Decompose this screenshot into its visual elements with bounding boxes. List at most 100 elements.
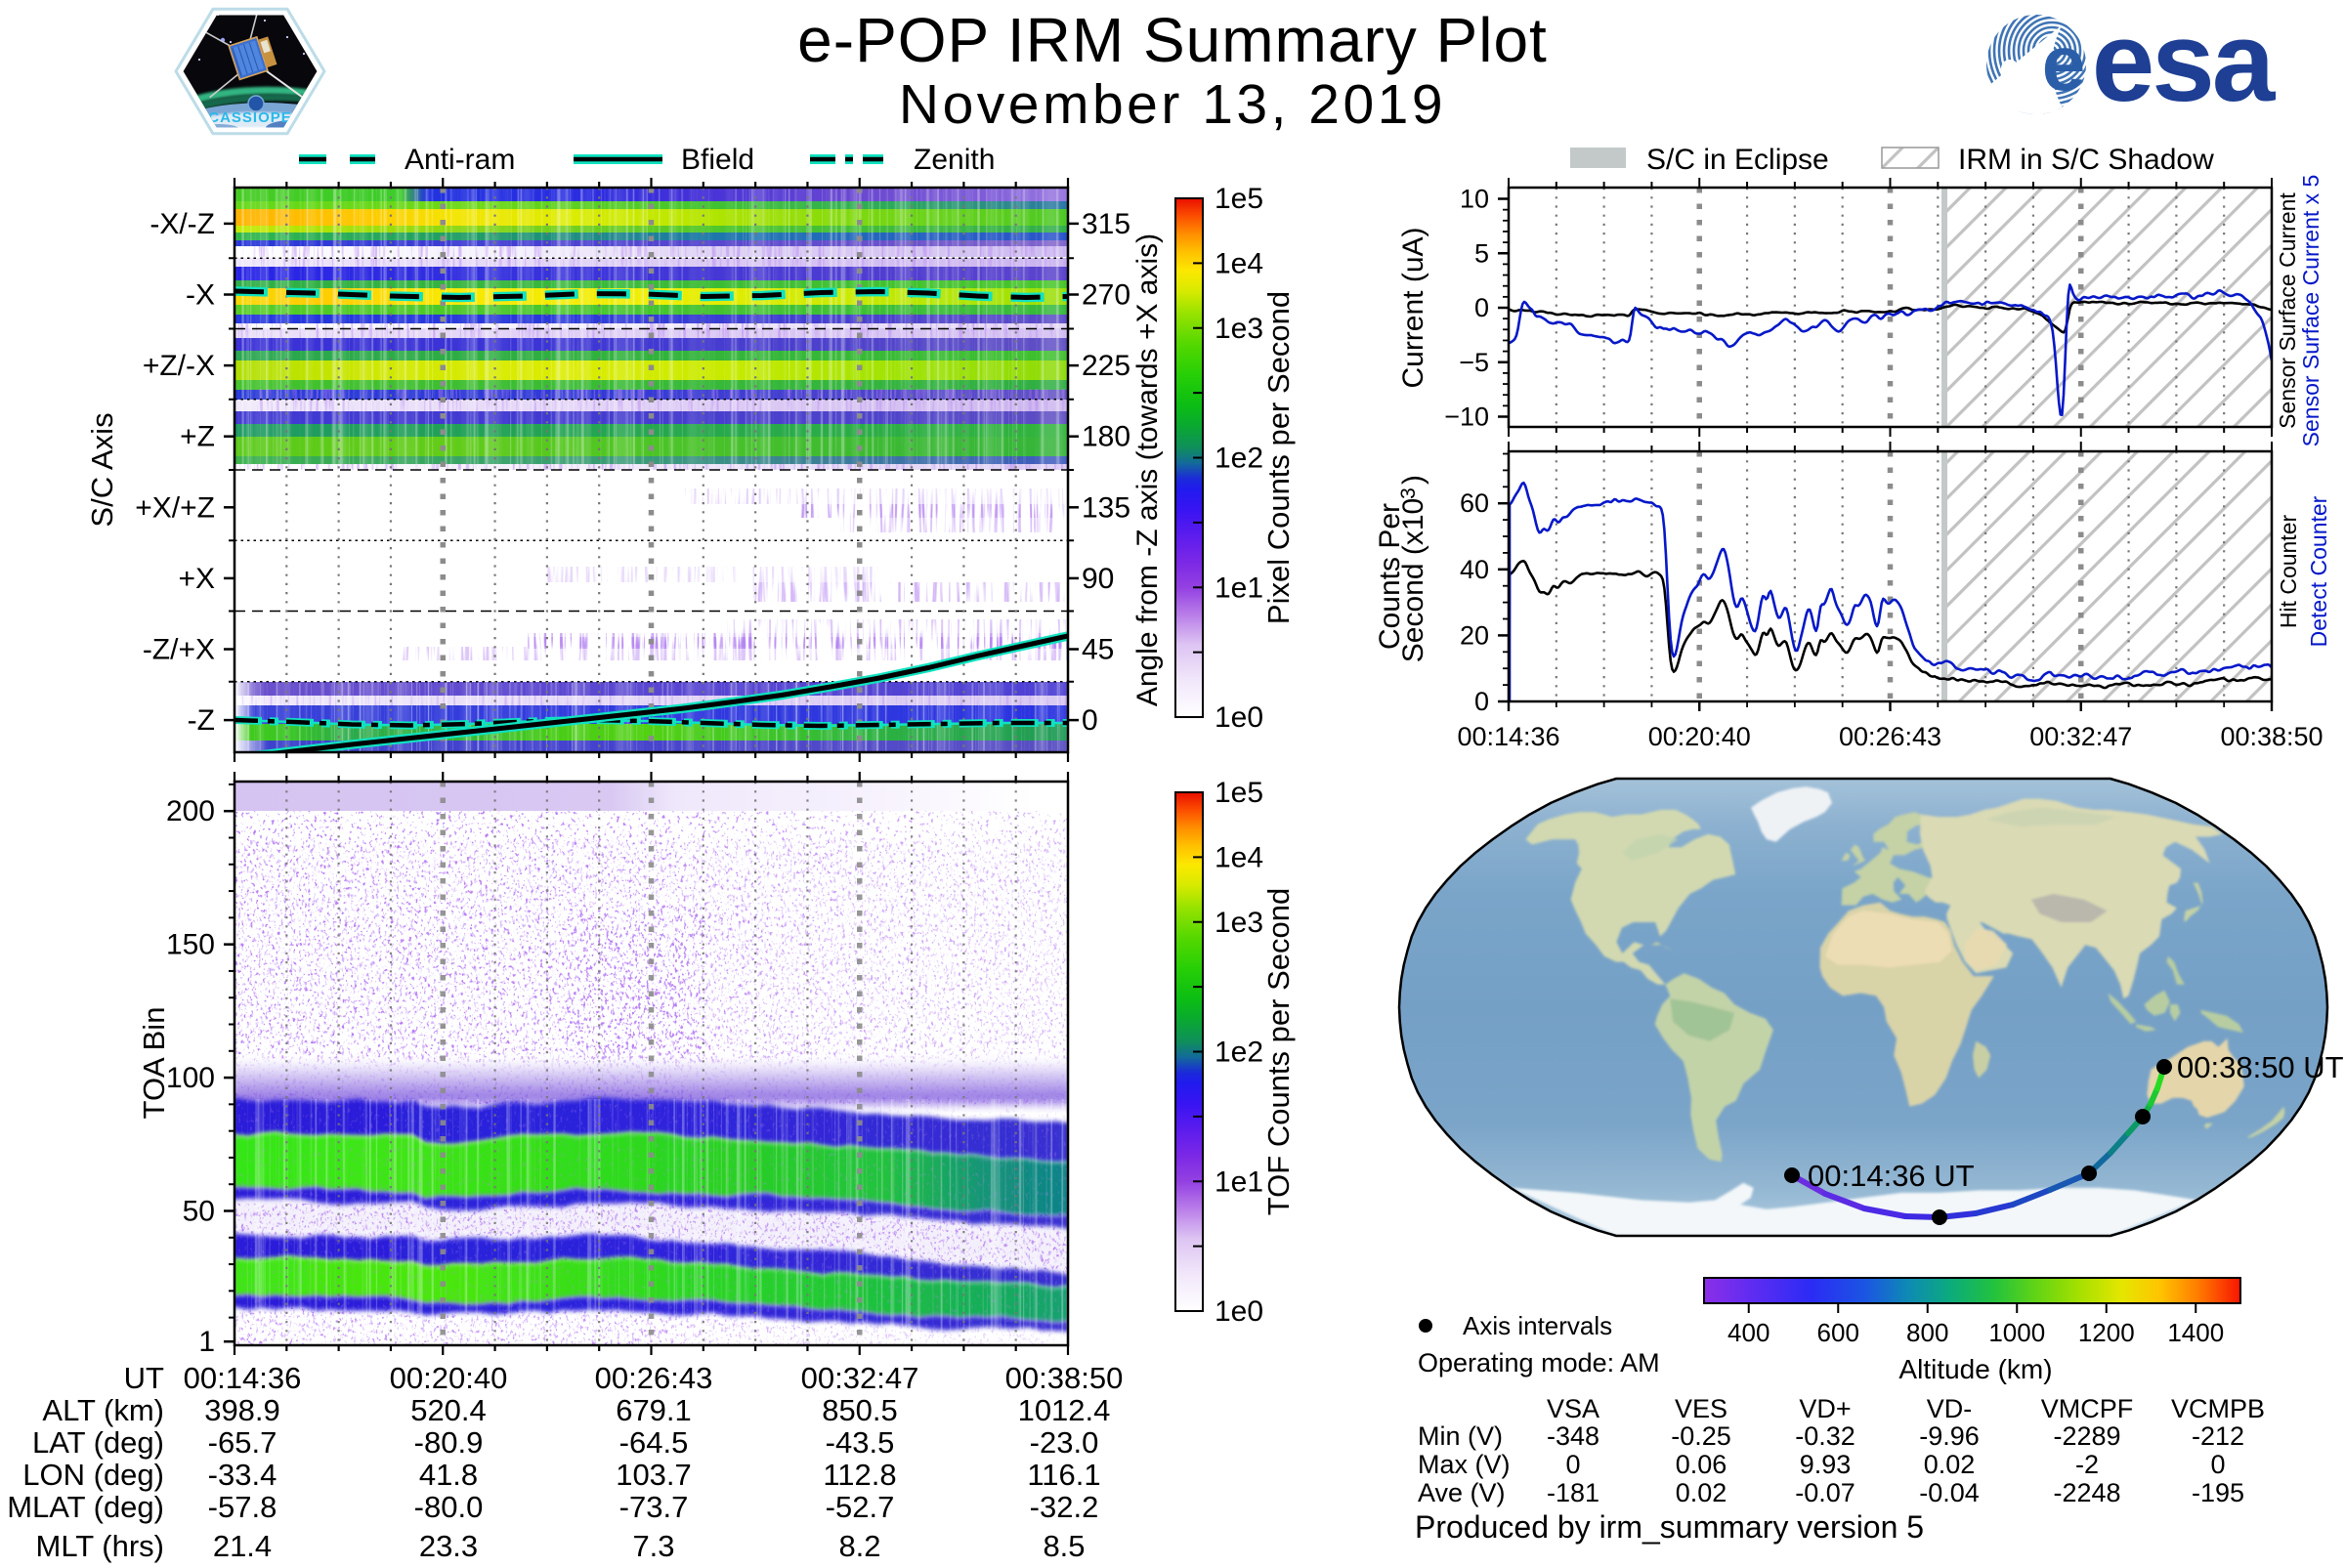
svg-text:180: 180 xyxy=(1082,421,1130,453)
svg-text:1e4: 1e4 xyxy=(1215,841,1263,873)
svg-text:135: 135 xyxy=(1082,491,1130,524)
svg-text:+X: +X xyxy=(178,563,215,595)
svg-text:45: 45 xyxy=(1082,634,1114,666)
svg-text:VD-: VD- xyxy=(1927,1394,1973,1423)
svg-text:398.9: 398.9 xyxy=(204,1393,280,1427)
svg-text:225: 225 xyxy=(1082,350,1130,382)
svg-text:1: 1 xyxy=(198,1326,215,1358)
svg-text:1e4: 1e4 xyxy=(1215,247,1263,279)
svg-text:8.2: 8.2 xyxy=(838,1529,880,1563)
svg-text:40: 40 xyxy=(1460,555,1489,584)
svg-text:8.5: 8.5 xyxy=(1043,1529,1085,1563)
svg-text:21.4: 21.4 xyxy=(213,1529,272,1563)
svg-text:-73.7: -73.7 xyxy=(619,1490,689,1524)
svg-text:00:38:50 UT: 00:38:50 UT xyxy=(2177,1050,2344,1084)
svg-text:-0.32: -0.32 xyxy=(1795,1421,1855,1451)
svg-text:1200: 1200 xyxy=(2078,1318,2135,1347)
svg-text:November 13, 2019: November 13, 2019 xyxy=(899,73,1446,136)
svg-text:Ave (V): Ave (V) xyxy=(1418,1478,1506,1507)
svg-text:-32.2: -32.2 xyxy=(1030,1490,1099,1524)
svg-text:10: 10 xyxy=(1460,185,1489,214)
svg-text:VSA: VSA xyxy=(1547,1394,1599,1423)
svg-text:+X/+Z: +X/+Z xyxy=(135,491,215,524)
svg-text:-195: -195 xyxy=(2192,1478,2244,1507)
svg-text:VCMPB: VCMPB xyxy=(2171,1394,2265,1423)
svg-text:Detect Counter: Detect Counter xyxy=(2306,495,2331,647)
svg-text:00:26:43: 00:26:43 xyxy=(1839,722,1941,751)
svg-text:Pixel Counts per Second: Pixel Counts per Second xyxy=(1261,291,1296,624)
svg-text:1e0: 1e0 xyxy=(1215,701,1263,734)
svg-text:IRM in S/C Shadow: IRM in S/C Shadow xyxy=(1958,144,2214,176)
svg-text:-64.5: -64.5 xyxy=(619,1425,689,1460)
svg-text:3: 3 xyxy=(1397,487,1420,499)
svg-text:Sensor Surface Current x 5: Sensor Surface Current x 5 xyxy=(2298,175,2324,447)
svg-text:0: 0 xyxy=(1565,1450,1580,1479)
svg-text:60: 60 xyxy=(1460,488,1489,518)
svg-text:-23.0: -23.0 xyxy=(1030,1425,1099,1460)
svg-text:-33.4: -33.4 xyxy=(208,1458,277,1492)
svg-text:-0.04: -0.04 xyxy=(1919,1478,1980,1507)
svg-text:112.8: 112.8 xyxy=(823,1458,896,1492)
svg-text:00:14:36 UT: 00:14:36 UT xyxy=(1808,1159,1975,1193)
svg-text:0.02: 0.02 xyxy=(1924,1450,1976,1479)
svg-text:-43.5: -43.5 xyxy=(826,1425,895,1460)
svg-text:200: 200 xyxy=(166,795,215,827)
svg-text:1e5: 1e5 xyxy=(1215,183,1263,215)
svg-text:270: 270 xyxy=(1082,279,1130,312)
svg-text:50: 50 xyxy=(183,1195,215,1227)
svg-text:TOF Counts per Second: TOF Counts per Second xyxy=(1261,888,1296,1215)
svg-text:1012.4: 1012.4 xyxy=(1018,1393,1111,1427)
svg-text:-212: -212 xyxy=(2192,1421,2244,1451)
svg-text:Bfield: Bfield xyxy=(681,144,754,176)
svg-text:00:32:47: 00:32:47 xyxy=(801,1361,919,1395)
svg-text:0: 0 xyxy=(2210,1450,2225,1479)
svg-text:−10: −10 xyxy=(1444,403,1489,432)
svg-text:20: 20 xyxy=(1460,620,1489,650)
svg-text:0.06: 0.06 xyxy=(1676,1450,1727,1479)
svg-text:Anti-ram: Anti-ram xyxy=(405,144,515,176)
svg-text:103.7: 103.7 xyxy=(616,1458,692,1492)
svg-text:-181: -181 xyxy=(1547,1478,1599,1507)
svg-text:116.1: 116.1 xyxy=(1027,1458,1100,1492)
svg-text:90: 90 xyxy=(1082,563,1114,595)
svg-text:Angle from -Z axis (towards +X: Angle from -Z axis (towards +X axis) xyxy=(1131,233,1164,706)
svg-text:-0.07: -0.07 xyxy=(1795,1478,1855,1507)
svg-text:−5: −5 xyxy=(1459,348,1489,377)
svg-text:Second (x10: Second (x10 xyxy=(1397,498,1429,662)
svg-text:-2289: -2289 xyxy=(2053,1421,2120,1451)
svg-text:UT: UT xyxy=(124,1361,164,1395)
svg-text:0.02: 0.02 xyxy=(1676,1478,1727,1507)
svg-text:5: 5 xyxy=(1474,238,1489,268)
svg-text:-X: -X xyxy=(186,279,215,312)
svg-text:-Z/+X: -Z/+X xyxy=(143,634,215,666)
svg-text:1e3: 1e3 xyxy=(1215,907,1263,939)
svg-text:00:38:50: 00:38:50 xyxy=(2220,722,2323,751)
svg-text:Altitude (km): Altitude (km) xyxy=(1898,1354,2052,1384)
svg-text:1e1: 1e1 xyxy=(1215,572,1263,604)
svg-text:MLAT (deg): MLAT (deg) xyxy=(7,1490,164,1524)
svg-text:0: 0 xyxy=(1474,293,1489,322)
svg-text:Counts Per: Counts Per xyxy=(1374,503,1406,650)
svg-text:VMCPF: VMCPF xyxy=(2041,1394,2134,1423)
svg-text:-Z: -Z xyxy=(188,704,215,737)
svg-text:1e5: 1e5 xyxy=(1215,777,1263,809)
svg-text:41.8: 41.8 xyxy=(419,1458,478,1492)
svg-text:-52.7: -52.7 xyxy=(826,1490,895,1524)
svg-text:9.93: 9.93 xyxy=(1800,1450,1852,1479)
svg-text:TOA Bin: TOA Bin xyxy=(137,1007,171,1120)
svg-text:-9.96: -9.96 xyxy=(1919,1421,1980,1451)
svg-text:00:20:40: 00:20:40 xyxy=(390,1361,508,1395)
svg-text:Axis intervals: Axis intervals xyxy=(1463,1311,1612,1340)
svg-text:Hit Counter: Hit Counter xyxy=(2276,514,2301,628)
svg-text:1e2: 1e2 xyxy=(1215,443,1263,475)
svg-text:100: 100 xyxy=(166,1062,215,1094)
svg-text:-0.25: -0.25 xyxy=(1671,1421,1731,1451)
svg-text:-X/-Z: -X/-Z xyxy=(149,208,215,240)
svg-text:315: 315 xyxy=(1082,208,1130,240)
svg-text:-80.0: -80.0 xyxy=(414,1490,484,1524)
svg-text:VD+: VD+ xyxy=(1799,1394,1851,1423)
svg-text:00:26:43: 00:26:43 xyxy=(595,1361,713,1395)
svg-text:600: 600 xyxy=(1817,1318,1859,1347)
svg-text:1e2: 1e2 xyxy=(1215,1037,1263,1069)
svg-text:ALT (km): ALT (km) xyxy=(42,1393,164,1427)
